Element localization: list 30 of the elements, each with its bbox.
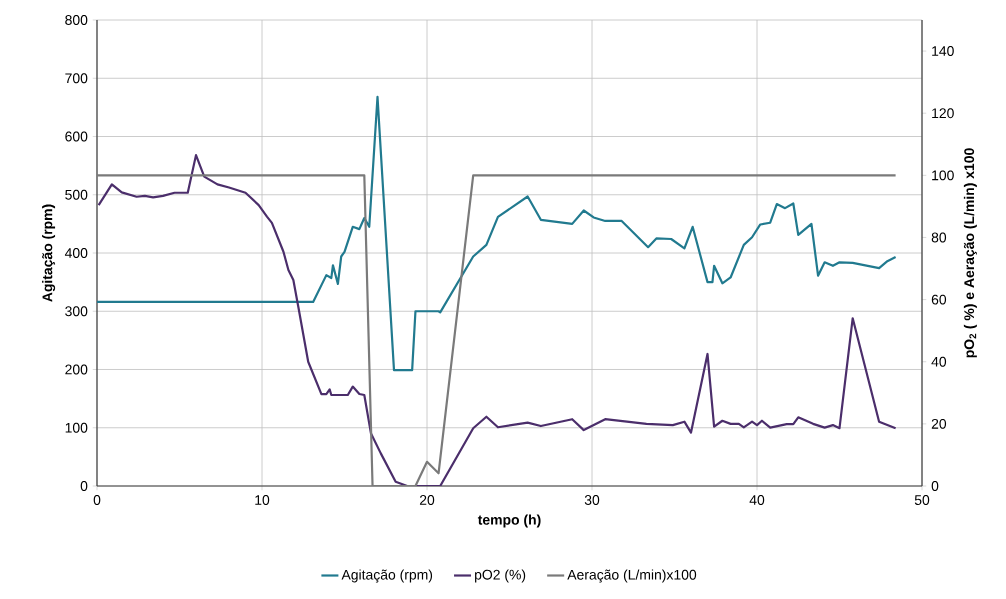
line-series <box>97 95 897 372</box>
x-tick-label: 50 <box>914 495 930 505</box>
x-tick-label: 20 <box>419 495 435 505</box>
y2-tick-label: 120 <box>932 108 954 119</box>
y-tick-label: 600 <box>65 131 88 142</box>
y-tick-label: 500 <box>65 189 88 200</box>
x-tick-label: 0 <box>93 495 101 505</box>
y-axis-title: Agitação (rpm) <box>42 204 56 302</box>
x-tick-label: 30 <box>584 495 600 505</box>
y2-tick-label: 40 <box>931 356 947 367</box>
y2-tick-label: 140 <box>932 46 954 56</box>
legend-label: Agitação (rpm) <box>341 569 433 583</box>
y2-tick-label: 80 <box>931 232 947 243</box>
y-tick-label: 300 <box>65 306 88 317</box>
y2-tick-label: 60 <box>931 294 947 305</box>
y2-tick-label: 100 <box>932 170 954 181</box>
y-tick-label: 800 <box>65 15 88 25</box>
y-tick-label: 0 <box>80 481 88 491</box>
y-tick-label: 700 <box>65 73 88 84</box>
x-axis-title: tempo (h) <box>477 514 541 528</box>
y-tick-label: 400 <box>64 248 88 258</box>
y2-tick-label: 20 <box>931 418 947 429</box>
y2-axis-title: pO$_{2}$ ( %) e Aeração (L/min) x100 <box>963 148 977 358</box>
x-tick-label: 10 <box>255 495 270 505</box>
y-tick-label: 200 <box>65 364 88 375</box>
legend-label: pO2 (%) <box>475 569 526 583</box>
y2-tick-label: 0 <box>931 481 939 491</box>
y-tick-label: 100 <box>65 422 88 433</box>
x-tick-label: 40 <box>749 495 765 505</box>
legend-label: Aeração (L/min)x100 <box>567 569 697 583</box>
